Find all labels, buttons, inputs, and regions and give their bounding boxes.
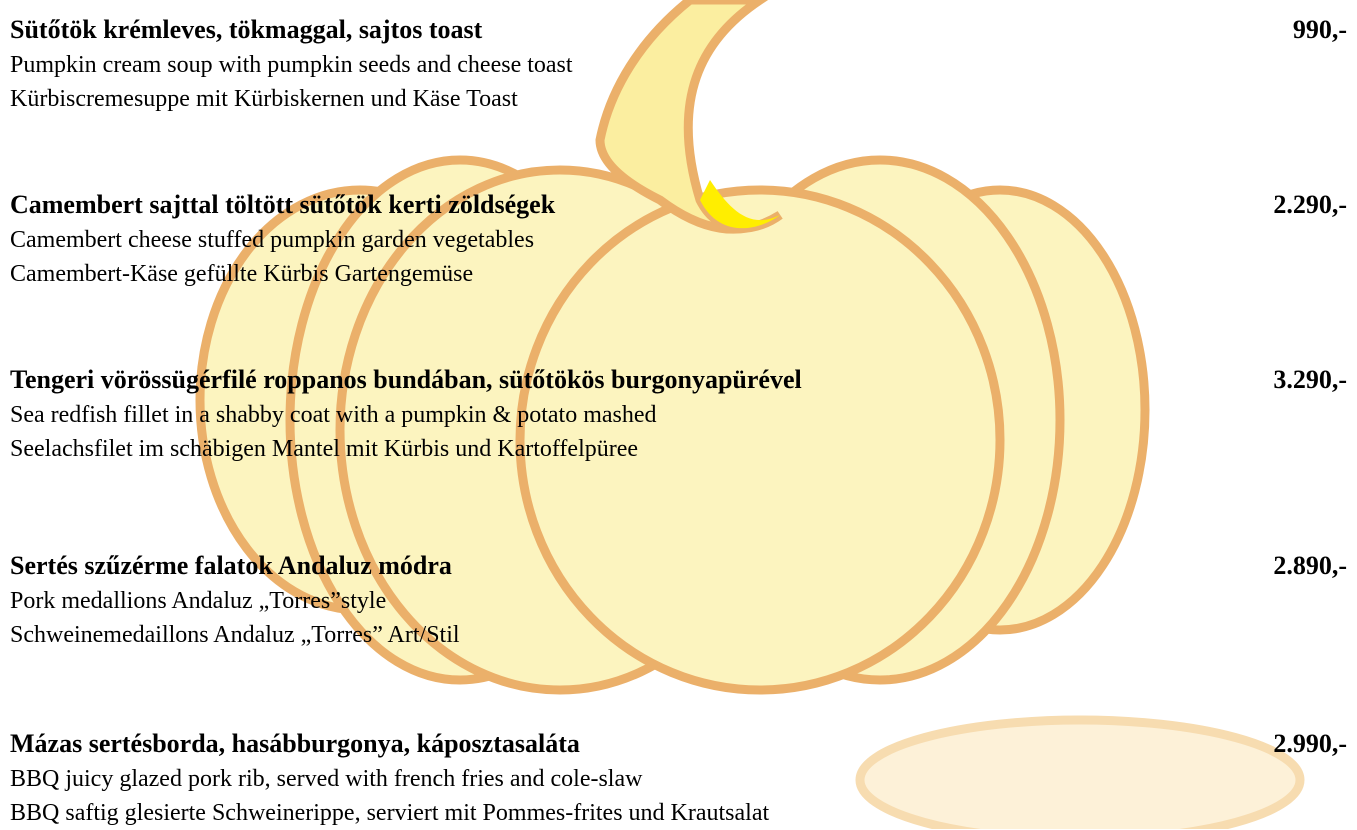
dish-german: Kürbiscremesuppe mit Kürbiskernen und Kä…: [10, 86, 518, 112]
dish-english: BBQ juicy glazed pork rib, served with f…: [10, 766, 643, 792]
menu-item: Camembert sajttal töltött sütőtök kerti …: [10, 187, 1347, 291]
dish-german: Schweinemedaillons Andaluz „Torres” Art/…: [10, 622, 460, 648]
dish-price: 2.290,-: [1273, 190, 1347, 219]
menu-item: Tengeri vörössügérfilé roppanos bundában…: [10, 362, 1347, 466]
dish-german: BBQ saftig glesierte Schweinerippe, serv…: [10, 800, 770, 826]
pumpkin: [195, 0, 1305, 829]
dish-name: Tengeri vörössügérfilé roppanos bundában…: [10, 365, 802, 394]
menu-item: Sertés szűzérme falatok Andaluz módra 2.8…: [10, 548, 1347, 652]
dish-price: 2.890,-: [1273, 551, 1347, 580]
dish-price: 990,-: [1292, 15, 1347, 44]
stem-highlight: [700, 180, 780, 229]
dish-price: 3.290,-: [1273, 365, 1347, 394]
pumpkin-lower: [855, 715, 1305, 829]
dish-german: Seelachsfilet im schäbigen Mantel mit Kü…: [10, 436, 639, 462]
dish-english: Pumpkin cream soup with pumpkin seeds an…: [10, 52, 573, 78]
stem: [595, 0, 783, 234]
dish-english: Camembert cheese stuffed pumpkin garden …: [10, 227, 535, 253]
dish-name: Sertés szűzérme falatok Andaluz módra: [10, 551, 452, 580]
dish-english: Sea redfish fillet in a shabby coat with…: [10, 402, 657, 428]
dish-german: Camembert-Käse gefüllte Kürbis Gartengem…: [10, 261, 474, 287]
dish-name: Sütőtök krémleves, tökmaggal, sajtos toa…: [10, 15, 483, 44]
dish-english: Pork medallions Andaluz „Torres”style: [10, 588, 387, 614]
dish-name: Mázas sertésborda, hasábburgonya, káposz…: [10, 729, 580, 758]
dish-name: Camembert sajttal töltött sütőtök kerti …: [10, 190, 556, 219]
dish-price: 2.990,-: [1273, 729, 1347, 758]
lobe: [515, 185, 1005, 695]
menu-item: Mázas sertésborda, hasábburgonya, káposz…: [10, 726, 1347, 830]
menu-item: Sütőtök krémleves, tökmaggal, sajtos toa…: [10, 12, 1347, 116]
